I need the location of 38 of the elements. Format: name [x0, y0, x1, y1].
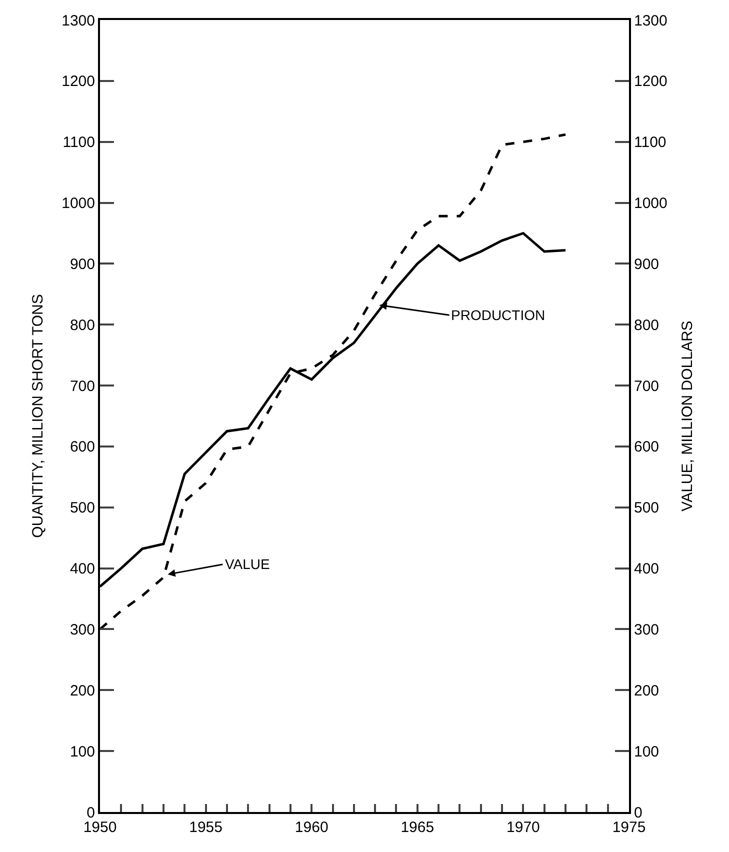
y2-tick-label: 1100 [634, 134, 666, 152]
annotation: PRODUCTION [451, 307, 546, 323]
y2-tick-label: 200 [634, 682, 660, 700]
y-tick-label: 100 [70, 743, 95, 760]
y2-tick-label: 600 [634, 438, 660, 456]
y-tick-label: 0 [86, 804, 95, 822]
y-tick-label: 1100 [62, 134, 95, 152]
y-tick-label: 800 [70, 316, 95, 334]
y-tick-label: 500 [70, 500, 95, 517]
y2-tick-label: 400 [634, 560, 660, 578]
y2-tick-label: 100 [634, 743, 660, 760]
y-tick-label: 600 [70, 438, 95, 456]
y-tick-label: 900 [70, 256, 95, 273]
x-tick-label: 1960 [294, 819, 328, 836]
y2-tick-label: 500 [634, 500, 660, 517]
y2-axis-title: VALUE, MILLION DOLLARS [678, 320, 696, 512]
y2-tick-label: 900 [634, 256, 660, 273]
y2-tick-label: 1300 [634, 12, 668, 30]
y-tick-label: 300 [70, 621, 95, 638]
y2-tick-label: 700 [634, 378, 660, 395]
y2-tick-label: 1000 [634, 195, 668, 212]
x-tick-label: 1965 [400, 819, 434, 836]
y2-tick-label: 800 [634, 316, 660, 334]
y2-tick-label: 300 [634, 621, 660, 638]
y-tick-label: 700 [70, 378, 95, 395]
x-tick-label: 1950 [83, 819, 117, 836]
y-tick-label: 1200 [62, 73, 95, 90]
x-tick-label: 1975 [612, 819, 646, 836]
y2-tick-label: 0 [634, 804, 642, 822]
annotation: VALUE [225, 556, 270, 572]
y2-tick-label: 1200 [634, 73, 668, 90]
x-tick-label: 1970 [506, 819, 540, 836]
x-tick-label: 1955 [189, 819, 222, 836]
y-axis-title: QUANTITY, MILLION SHORT TONS [29, 294, 46, 538]
y-tick-label: 200 [70, 682, 95, 700]
y-tick-label: 1300 [62, 12, 95, 30]
y-tick-label: 400 [70, 560, 95, 578]
y-tick-label: 1000 [62, 195, 95, 212]
